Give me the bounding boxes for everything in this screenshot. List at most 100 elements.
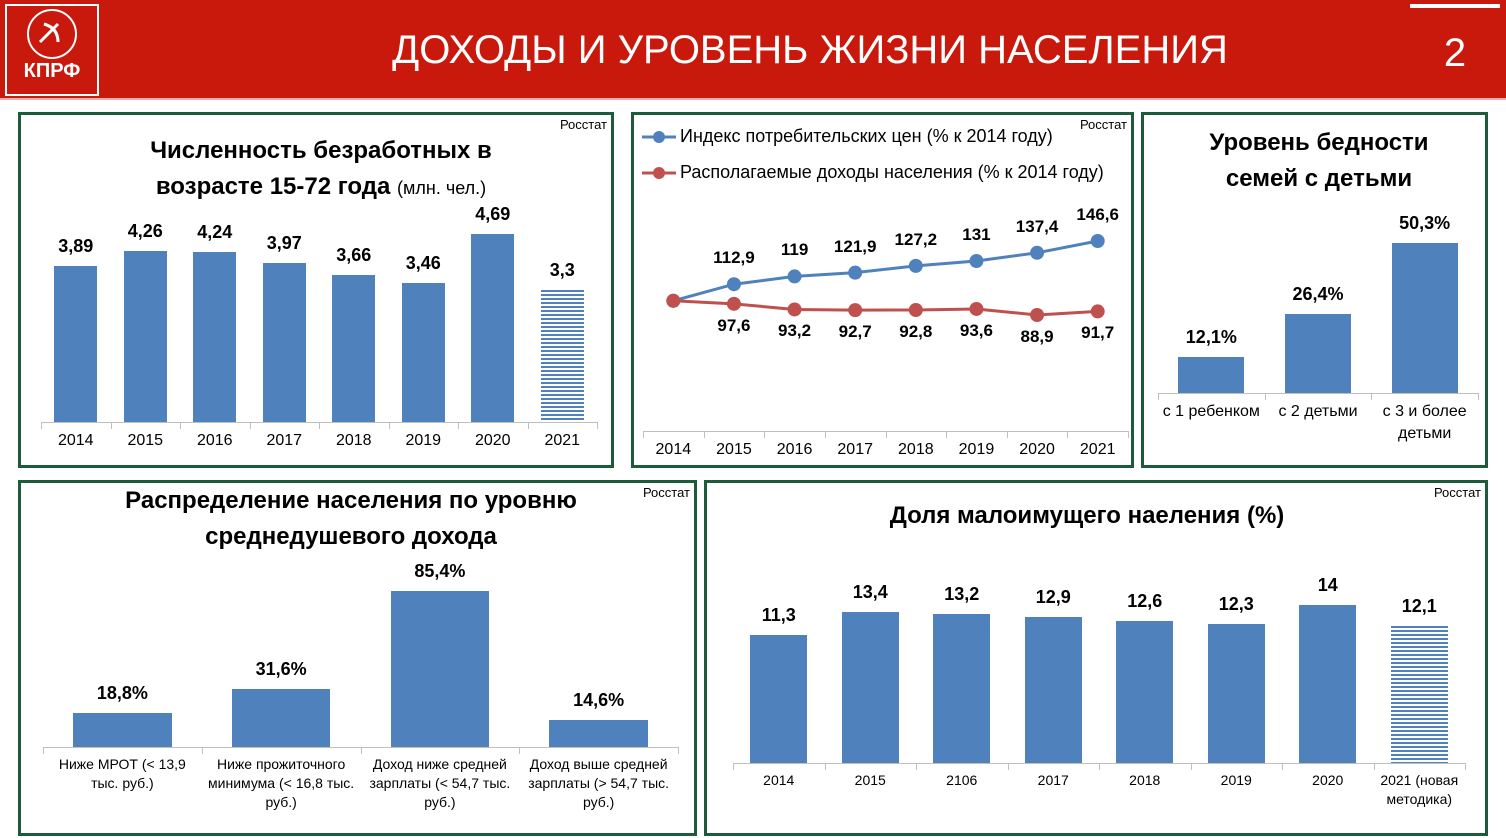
point xyxy=(1090,304,1105,319)
axis-tick xyxy=(1478,393,1479,400)
axis-tick xyxy=(1282,763,1283,770)
x-tick-label: 2017 xyxy=(266,432,303,449)
x-tick-label: 2019 xyxy=(405,432,442,449)
chart-panel: Росстат 2014 2015 2016 2017 2018 2019 2020 2021 И… xyxy=(631,112,1134,468)
series-line xyxy=(672,239,1098,303)
legend-marker xyxy=(653,131,665,143)
x-tick-label: 2018 xyxy=(335,432,372,449)
value-label: 131 xyxy=(962,225,991,244)
chart-title: Распределение населения по уровню средне… xyxy=(81,483,621,555)
bar xyxy=(123,251,167,422)
chart-title-text: Распределение населения по уровню средне… xyxy=(125,487,577,550)
point xyxy=(908,258,923,273)
axis-tick xyxy=(824,431,826,438)
chart-title-text: Уровень бедности семей с детьми xyxy=(1209,129,1429,192)
x-tick-label: 2020 xyxy=(1019,441,1055,458)
value-label: 12,1% xyxy=(1185,326,1237,347)
x-tick-label: 2016 xyxy=(776,441,813,458)
value-label: 93,6 xyxy=(959,320,993,340)
bar xyxy=(1024,617,1082,763)
bar xyxy=(1178,356,1245,393)
bar xyxy=(390,591,490,747)
value-label: 112,9 xyxy=(713,248,755,268)
bar xyxy=(332,275,376,422)
series-line xyxy=(673,299,1098,317)
chart-title: Доля малоимущего наеления (%) xyxy=(807,498,1367,534)
x-tick-label: 2014 xyxy=(57,432,94,449)
x-tick-label: 2021 xyxy=(544,432,581,449)
point xyxy=(666,293,681,308)
axis-tick xyxy=(733,763,734,770)
point xyxy=(1090,234,1105,248)
x-tick-label: 2018 xyxy=(898,441,934,458)
x-tick-label: с 2 детьми xyxy=(1278,403,1358,420)
x-tick-label: с 3 и более детьми xyxy=(1382,403,1467,442)
axis-tick xyxy=(678,747,679,754)
x-axis xyxy=(1158,393,1478,394)
axis-tick xyxy=(946,431,948,438)
axis-tick xyxy=(1067,431,1069,438)
value-label: 4,24 xyxy=(197,222,233,243)
bar xyxy=(841,611,899,763)
x-tick-label: 2021 (новая методика) xyxy=(1380,772,1459,807)
x-tick-label: Ниже МРОТ (< 13,9 тыс. руб.) xyxy=(58,756,186,791)
x-tick-label: 2014 xyxy=(655,441,692,458)
bar xyxy=(1390,626,1448,763)
axis-tick xyxy=(643,431,644,438)
bar xyxy=(1207,624,1265,763)
value-label: 3,97 xyxy=(266,232,302,253)
x-tick-label: 2016 xyxy=(196,432,233,449)
x-tick-label: 2015 xyxy=(127,432,164,449)
axis-tick xyxy=(41,422,42,429)
value-label: 146,6 xyxy=(1076,205,1119,224)
chart-panel: Росстат Распределение населения по уровню… xyxy=(18,480,697,836)
axis-tick xyxy=(1371,393,1373,400)
value-label: 88,9 xyxy=(1020,327,1054,346)
value-label: 4,69 xyxy=(475,204,511,224)
source: Росстат xyxy=(1079,117,1127,132)
legend-marker xyxy=(653,167,665,179)
value-label: 26,4% xyxy=(1292,284,1344,305)
point xyxy=(908,302,923,317)
axis-tick xyxy=(519,747,521,754)
chart-panel: Уровень бедности семей с детьми с 1 ребен… xyxy=(1141,112,1488,468)
axis-tick xyxy=(1007,763,1009,770)
axis-tick xyxy=(458,422,459,429)
x-tick-label: 2019 xyxy=(958,441,995,458)
chart-subtitle: (млн. чел.) xyxy=(397,178,487,198)
bar xyxy=(1284,314,1352,393)
value-label: 4,26 xyxy=(127,221,163,242)
bar xyxy=(750,635,808,763)
x-tick-label: Доход выше средней зарплаты (> 54,7 тыс.… xyxy=(528,756,670,810)
axis-tick xyxy=(388,422,390,429)
axis-tick xyxy=(319,422,320,429)
point xyxy=(969,301,984,316)
point xyxy=(787,302,802,317)
point xyxy=(726,296,741,311)
source: Росстат xyxy=(1433,485,1481,500)
x-tick-label: 2017 xyxy=(837,441,873,458)
axis-tick xyxy=(1099,763,1100,770)
axis-tick xyxy=(1373,763,1375,770)
axis-tick xyxy=(527,422,529,429)
chart-title: Уровень бедности семей с детьми xyxy=(1174,125,1464,197)
value-label: 85,4% xyxy=(414,561,466,581)
value-label: 92,8 xyxy=(899,321,933,341)
axis-tick xyxy=(180,422,181,429)
logo: КПРФ xyxy=(5,4,99,96)
value-label: 91,7 xyxy=(1081,323,1115,343)
bar xyxy=(540,289,584,422)
axis-tick xyxy=(1264,393,1266,400)
axis-tick xyxy=(1006,431,1008,438)
x-tick-label: 2021 xyxy=(1079,441,1116,458)
value-label: 14,6% xyxy=(573,690,625,711)
value-label: 50,3% xyxy=(1399,213,1451,233)
logo-text: КПРФ xyxy=(23,60,81,82)
x-tick-label: 2015 xyxy=(854,772,886,788)
chart-panel: Росстат Доля малоимущего наеления (%) 2014… xyxy=(704,480,1488,836)
bar xyxy=(549,720,648,747)
value-label: 92,7 xyxy=(838,322,872,342)
value-label: 13,4 xyxy=(852,581,888,602)
bar xyxy=(1391,243,1458,393)
axis-tick xyxy=(1158,393,1159,400)
